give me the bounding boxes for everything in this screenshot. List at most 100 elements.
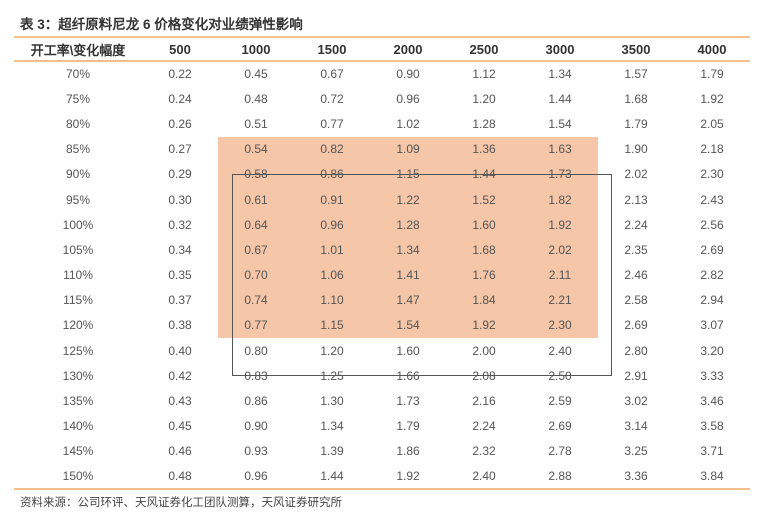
table-cell: 2.30 [700,167,724,182]
row-label: 140% [62,419,94,434]
table-cell: 3.46 [700,394,724,409]
table-cell: 1.68 [624,91,648,106]
table-cell: 0.34 [168,242,192,257]
table-cell: 3.84 [700,469,724,484]
table-cell: 3.58 [700,419,724,434]
table-cell: 0.58 [218,161,294,187]
table-cell: 2.50 [548,368,572,383]
table-cell: 1.02 [396,116,420,131]
table-cell: 0.82 [294,136,370,162]
table-cell: 0.64 [218,212,294,238]
table-cell: 1.06 [294,262,370,288]
table-cell: 0.45 [244,67,268,82]
table-cell: 2.69 [624,318,648,333]
table-cell: 0.32 [168,217,192,232]
table-cell: 1.30 [320,394,344,409]
table-cell: 1.57 [624,67,648,82]
table-row: 70% 0.22 0.45 0.67 0.90 1.12 1.34 1.57 1.79 [14,61,750,86]
table-cell: 2.30 [522,312,598,339]
table-cell: 0.77 [218,312,294,339]
table-cell: 1.12 [472,67,496,82]
table-cell: 2.91 [624,368,648,383]
table-cell: 1.39 [320,444,344,459]
table-cell: 1.25 [320,368,344,383]
table-cell: 0.27 [168,142,192,157]
table-cell: 0.90 [244,419,268,434]
table-cell: 1.68 [446,237,522,263]
table-cell: 0.42 [168,368,192,383]
table-cell: 1.28 [472,116,496,131]
table-cell: 1.44 [548,91,572,106]
table-cell: 2.05 [700,116,724,131]
table-cell: 0.26 [168,116,192,131]
table-row: 105% 0.34 0.67 1.01 1.34 1.68 2.02 2.35 2.69 [14,237,750,263]
table-cell: 1.54 [370,312,446,339]
table-row: 145% 0.46 0.93 1.39 1.86 2.32 2.78 3.25 3.71 [14,439,750,464]
table-cell: 3.14 [624,419,648,434]
table-row: 85% 0.27 0.54 0.82 1.09 1.36 1.63 1.90 2.18 [14,136,750,162]
row-label: 120% [62,318,94,333]
table-cell: 2.13 [624,192,648,207]
table-cell: 0.38 [168,318,192,333]
table-cell: 2.69 [700,242,724,257]
table-cell: 3.36 [624,469,648,484]
table-cell: 2.08 [472,368,496,383]
table-cell: 0.83 [244,368,268,383]
row-label: 110% [63,268,93,283]
header-cell: 2000 [393,41,423,57]
table-cell: 2.88 [548,469,572,484]
table-cell: 0.61 [218,186,294,213]
table-cell: 1.66 [396,368,420,383]
table-cell: 1.44 [446,161,522,187]
table-cell: 0.30 [168,192,192,207]
table-row: 140% 0.45 0.90 1.34 1.79 2.24 2.69 3.14 3.58 [14,414,750,439]
table-cell: 2.59 [548,394,572,409]
table-cell: 0.90 [396,67,420,82]
table-cell: 1.73 [396,394,420,409]
table-row: 135% 0.43 0.86 1.30 1.73 2.16 2.59 3.02 3.46 [14,388,750,413]
row-label: 145% [62,444,94,459]
table-cell: 2.40 [548,343,572,358]
elasticity-table: 开工率\变化幅度 500 1000 1500 2000 2500 3000 3500 4000 … [14,36,750,490]
table-cell: 1.44 [320,469,344,484]
table-cell: 2.43 [700,192,724,207]
table-cell: 2.56 [700,217,724,232]
table-cell: 0.37 [168,293,192,308]
table-container: 开工率\变化幅度 500 1000 1500 2000 2500 3000 3500 4000 … [14,36,750,490]
table-cell: 2.21 [522,287,598,313]
table-cell: 0.86 [244,394,268,409]
table-cell: 2.58 [624,293,648,308]
table-cell: 1.76 [446,262,522,288]
table-cell: 1.15 [370,161,446,187]
table-cell: 1.63 [522,136,598,162]
table-cell: 0.70 [218,262,294,288]
row-label: 95% [65,192,91,207]
table-cell: 2.32 [472,444,496,459]
row-label: 75% [65,91,91,106]
table-cell: 2.46 [624,268,648,283]
table-cell: 1.79 [624,116,648,131]
table-cell: 1.10 [294,287,370,313]
table-row: 125% 0.40 0.80 1.20 1.60 2.00 2.40 2.80 3.20 [14,338,750,363]
table-cell: 0.67 [320,67,344,82]
table-cell: 0.48 [244,91,268,106]
row-label: 70% [65,67,91,82]
table-row: 120% 0.38 0.77 1.15 1.54 1.92 2.30 2.69 3.07 [14,312,750,339]
table-cell: 2.02 [522,237,598,263]
table-cell: 1.34 [320,419,344,434]
table-cell: 3.02 [624,394,648,409]
table-row: 130% 0.42 0.83 1.25 1.66 2.08 2.50 2.91 3.33 [14,363,750,388]
table-cell: 1.60 [446,212,522,238]
row-label: 100% [62,217,94,232]
header-cell: 3000 [545,41,575,57]
table-cell: 2.94 [700,293,724,308]
table-cell: 0.29 [168,167,192,182]
table-cell: 2.24 [624,217,648,232]
table-cell: 0.77 [320,116,344,131]
table-cell: 0.35 [168,268,192,283]
table-cell: 0.46 [168,444,192,459]
table-cell: 1.22 [370,186,446,213]
header-cell: 2500 [469,41,499,57]
table-cell: 0.48 [168,469,192,484]
table-cell: 0.54 [218,136,294,162]
